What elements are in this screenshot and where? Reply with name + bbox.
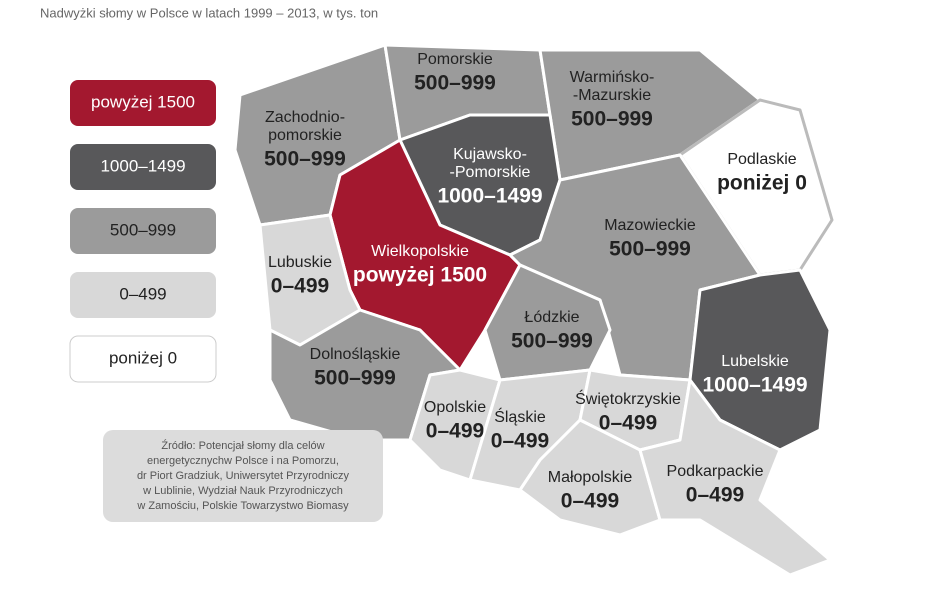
region-value: 1000–1499 — [702, 374, 807, 397]
region — [518, 418, 662, 537]
region-name: Śląskie — [494, 407, 546, 426]
legend-label: poniżej 0 — [109, 348, 177, 367]
region-value: 0–499 — [426, 420, 484, 443]
region-name: Pomorskie — [417, 51, 493, 68]
legend-label: powyżej 1500 — [91, 92, 195, 111]
source-line: energetycznychw Polsce i na Pomorzu, — [147, 455, 339, 467]
region-value: 500–999 — [314, 367, 396, 390]
region-value: 0–499 — [599, 412, 657, 435]
legend-swatch — [70, 272, 216, 318]
source-line: w Lublinie, Wydział Nauk Przyrodniczych — [142, 485, 343, 497]
region-value: poniżej 0 — [717, 172, 807, 195]
legend-swatch — [69, 335, 217, 383]
region-value: 500–999 — [571, 108, 653, 131]
source-line: Źródło: Potencjał słomy dla celów — [161, 439, 324, 452]
region-name: Podkarpackie — [667, 463, 764, 480]
source-line: w Zamościu, Polskie Towarzystwo Biomasy — [136, 500, 349, 512]
legend-swatch — [70, 144, 216, 190]
region-value: 0–499 — [271, 275, 329, 298]
region — [638, 378, 832, 577]
legend-swatch — [70, 208, 216, 254]
region-labels: Zachodnio-pomorskie 500–999 Pomorskie 500–9… — [264, 51, 807, 512]
region-value: 0–499 — [561, 490, 619, 513]
region-name: Zachodnio- — [265, 109, 345, 126]
region-name: Lubuskie — [268, 254, 332, 271]
region-name: Kujawsko- — [453, 146, 527, 163]
region-name: -Pomorskie — [450, 164, 531, 181]
regions — [233, 43, 834, 577]
region-value: 500–999 — [264, 148, 346, 171]
legend-label: 500–999 — [110, 220, 176, 239]
region-name: -Mazurskie — [573, 87, 651, 104]
title: Nadwyżki słomy w Polsce w latach 1999 – … — [40, 5, 378, 20]
region-name: Warmińsko- — [570, 69, 655, 86]
region-value: 500–999 — [511, 330, 593, 353]
legend-swatch — [70, 80, 216, 126]
legend: powyżej 1500 1000–1499 500–999 0–499 poniżej… — [69, 80, 217, 383]
region-value: 500–999 — [609, 238, 691, 261]
region-name: Mazowieckie — [604, 217, 696, 234]
region-name: Małopolskie — [548, 469, 633, 486]
region-value: 0–499 — [686, 484, 744, 507]
region-value: 1000–1499 — [437, 185, 542, 208]
source-box — [103, 430, 383, 522]
region-name: Świętokrzyskie — [575, 389, 681, 408]
region-value: 0–499 — [491, 430, 549, 453]
source-line: dr Piort Gradziuk, Uniwersytet Przyrodni… — [137, 470, 350, 482]
legend-label: 1000–1499 — [100, 156, 185, 175]
region-value: powyżej 1500 — [353, 264, 487, 287]
region-name: Dolnośląskie — [310, 346, 401, 363]
region-name: Lubelskie — [721, 353, 789, 370]
region-value: 500–999 — [414, 72, 496, 95]
legend-label: 0–499 — [119, 284, 166, 303]
region-name: Podlaskie — [727, 151, 796, 168]
region-name: pomorskie — [268, 127, 342, 144]
region-name: Łódzkie — [524, 309, 579, 326]
region-name: Wielkopolskie — [371, 243, 469, 260]
region-name: Opolskie — [424, 399, 486, 416]
source: Źródło: Potencjał słomy dla celów energet… — [136, 439, 349, 512]
